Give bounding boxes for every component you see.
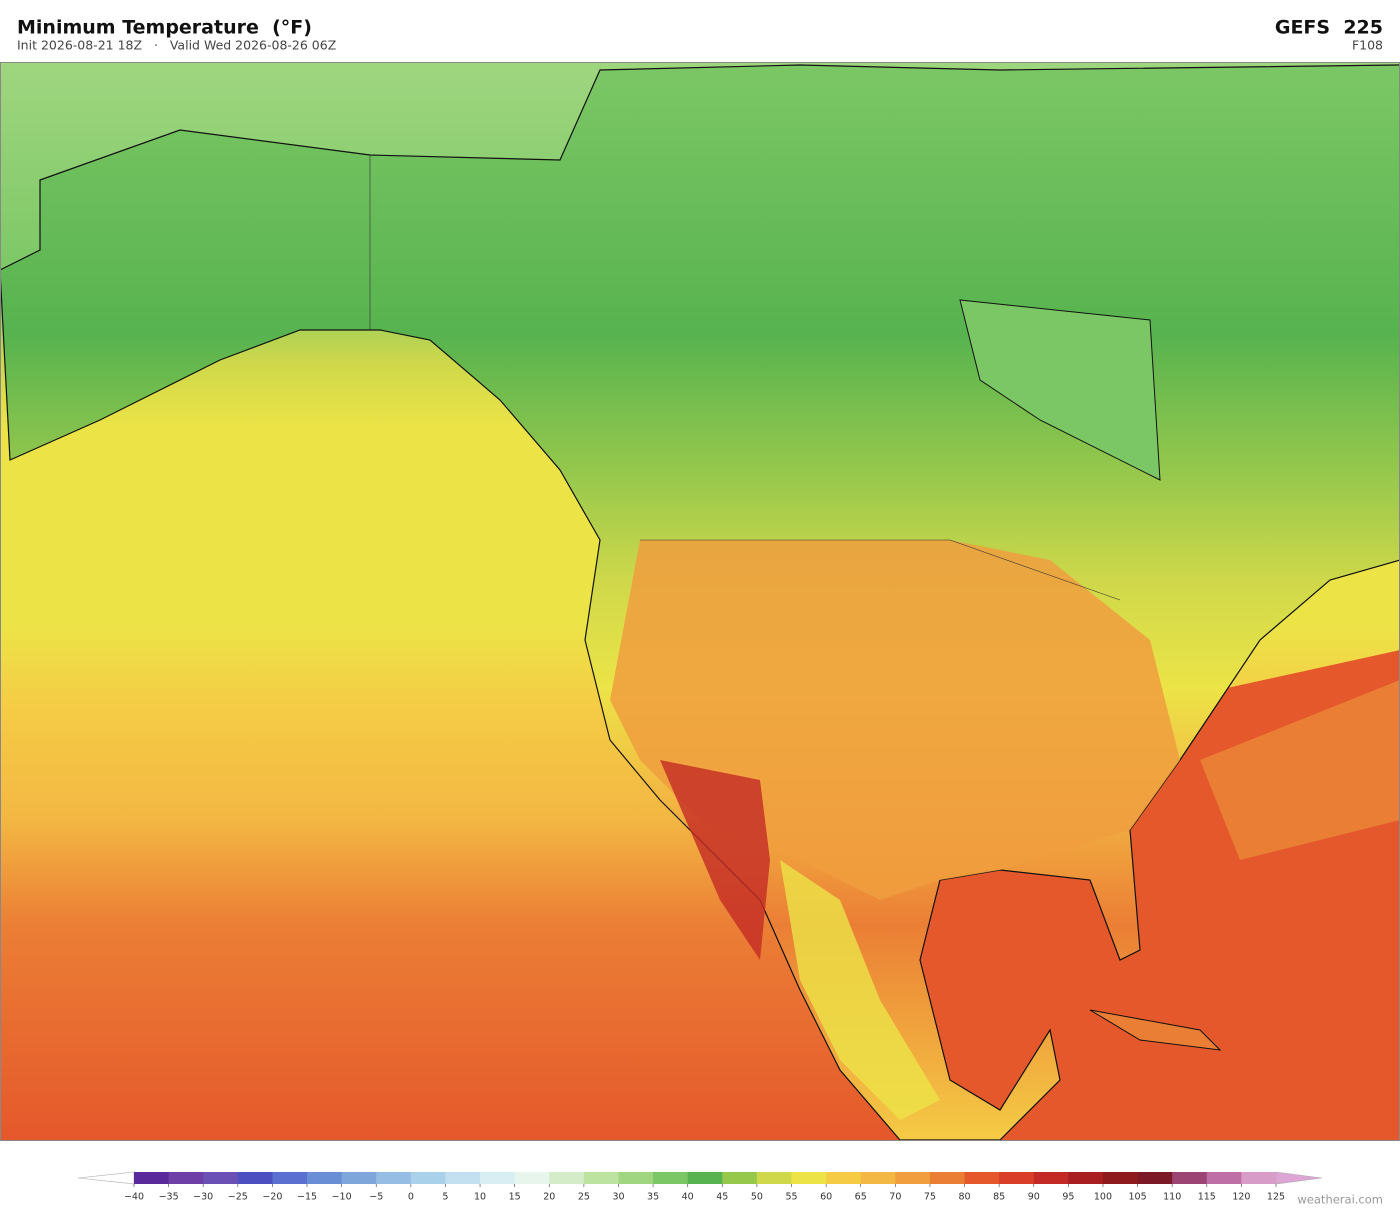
colorbar-segment — [826, 1172, 862, 1184]
colorbar-segment — [272, 1172, 308, 1184]
colorbar-label: −35 — [159, 1192, 179, 1203]
colorbar-label: 35 — [647, 1192, 659, 1203]
colorbar-under — [77, 1171, 135, 1185]
colorbar-label: −15 — [297, 1192, 317, 1203]
colorbar-segment — [791, 1172, 827, 1184]
colorbar-label: 10 — [474, 1192, 486, 1203]
colorbar-segment — [1172, 1172, 1208, 1184]
colorbar-label: 50 — [751, 1192, 763, 1203]
subtitle: Init 2026-08-21 18Z · Valid Wed 2026-08-… — [17, 38, 336, 53]
colorbar-label: 120 — [1232, 1192, 1250, 1203]
colorbar-label: 100 — [1094, 1192, 1112, 1203]
colorbar-label: 90 — [1028, 1192, 1040, 1203]
colorbar-label: −10 — [332, 1192, 352, 1203]
colorbar-label: 95 — [1062, 1192, 1074, 1203]
colorbar-segment — [445, 1172, 481, 1184]
colorbar-label: 55 — [785, 1192, 797, 1203]
colorbar-label: −30 — [193, 1192, 213, 1203]
colorbar-label: 65 — [855, 1192, 867, 1203]
colorbar-segment — [653, 1172, 689, 1184]
cuba — [1089, 1009, 1222, 1051]
colorbar-label: 40 — [682, 1192, 694, 1203]
watermark: weatherai.com — [1297, 1193, 1383, 1207]
colorbar-label: 85 — [993, 1192, 1005, 1203]
colorbar-label: 5 — [442, 1192, 448, 1203]
colorbar-over — [1275, 1171, 1323, 1185]
colorbar-segment — [722, 1172, 758, 1184]
colorbar-label: 15 — [509, 1192, 521, 1203]
colorbar-segment — [1241, 1172, 1277, 1184]
colorbar-label: 115 — [1198, 1192, 1216, 1203]
colorbar-label: 0 — [408, 1192, 414, 1203]
colorbar-segment — [1102, 1172, 1139, 1184]
colorbar-label: 125 — [1267, 1192, 1285, 1203]
colorbar-segment — [929, 1172, 966, 1184]
colorbar-segment — [341, 1172, 377, 1184]
colorbar-segment — [307, 1172, 343, 1184]
colorbar-segment — [1206, 1172, 1242, 1184]
colorbar-label: −5 — [369, 1192, 383, 1203]
colorbar-segment — [1068, 1172, 1104, 1184]
colorbar-label: 20 — [543, 1192, 555, 1203]
colorbar-segment — [583, 1172, 619, 1184]
colorbar-segment — [895, 1172, 931, 1184]
colorbar-segment — [168, 1172, 204, 1184]
colorbar-label: 30 — [612, 1192, 624, 1203]
colorbar-segment — [514, 1172, 550, 1184]
colorbar-segment — [1033, 1172, 1069, 1184]
mexico-plateau — [780, 860, 940, 1120]
colorbar-label: 75 — [924, 1192, 936, 1203]
colorbar-label: 105 — [1129, 1192, 1147, 1203]
colorbar-label: −25 — [228, 1192, 248, 1203]
colorbar-segment — [1137, 1172, 1173, 1184]
colorbar-label: −20 — [262, 1192, 282, 1203]
title: Minimum Temperature (°F) — [17, 17, 312, 39]
colorbar-label: 70 — [889, 1192, 901, 1203]
colorbar-segment — [549, 1172, 585, 1184]
atlantic-band — [1200, 680, 1400, 860]
desert-hot — [660, 760, 770, 960]
hudson-bay — [959, 299, 1161, 481]
colorbar-label: 80 — [958, 1192, 970, 1203]
colorbar: −40 −35 −30 −25 −20 −15 −10 −5 0 5 10 15 20 25 30 35 40 4… — [77, 1171, 1323, 1203]
colorbar-segment — [756, 1172, 793, 1184]
colorbar-label: −40 — [124, 1192, 144, 1203]
colorbar-segment — [964, 1172, 1000, 1184]
colorbar-segment — [687, 1172, 723, 1184]
colorbar-segment — [134, 1172, 170, 1184]
colorbar-label: 60 — [820, 1192, 832, 1203]
colorbar-segment — [999, 1172, 1035, 1184]
colorbar-segment — [203, 1172, 239, 1184]
forecast-hour: F108 — [1352, 38, 1383, 53]
colorbar-label: 45 — [716, 1192, 728, 1203]
borders — [369, 155, 1121, 601]
model-name: GEFS 225 — [1275, 17, 1383, 39]
colorbar-segment — [376, 1172, 412, 1184]
colorbar-segment — [237, 1172, 273, 1184]
colorbar-label: 25 — [578, 1192, 590, 1203]
colorbar-segment — [480, 1172, 516, 1184]
colorbar-segment — [618, 1172, 654, 1184]
colorbar-segment — [410, 1172, 446, 1184]
colorbar-segment — [860, 1172, 896, 1184]
colorbar-label: 110 — [1163, 1192, 1181, 1203]
